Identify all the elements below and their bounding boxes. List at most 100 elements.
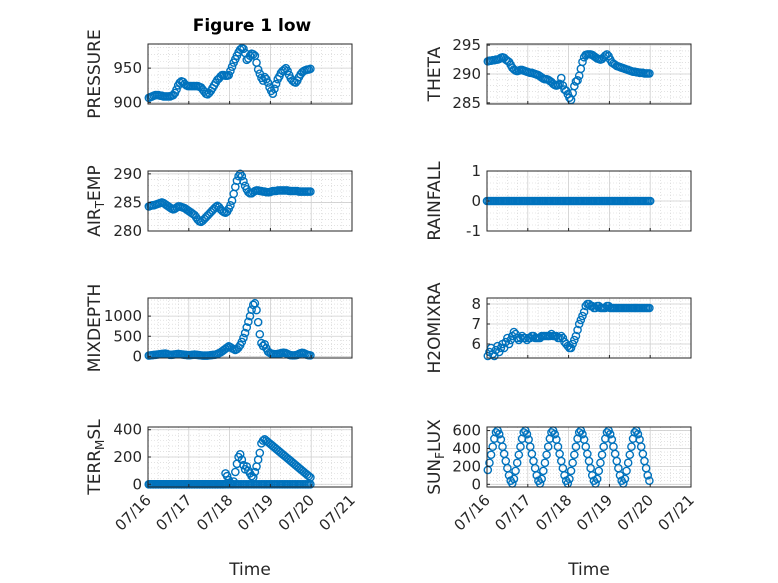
rainfall-ytick-label: 0 xyxy=(471,192,481,210)
terr-msl-overlay-point xyxy=(242,462,252,471)
panel-air-temp: 280 285 290 AIRTEMP xyxy=(85,165,353,240)
h2omixra-data-point xyxy=(504,339,514,349)
terr-msl-xtick-label: 07/16 xyxy=(112,491,155,534)
terr-msl-xlabel: Time xyxy=(228,560,271,580)
terr-msl-ytick-label: 0 xyxy=(132,475,142,493)
terr-msl-overlay-point xyxy=(235,449,245,459)
sun-flux-data-point xyxy=(578,429,587,439)
h2omixra-data-point xyxy=(496,343,506,353)
h2omixra-ytick-label: 6 xyxy=(471,335,481,353)
air-temp-data-point xyxy=(226,200,235,210)
air-temp-data-point xyxy=(211,202,221,212)
sun-flux-data-point xyxy=(540,458,550,468)
theta-data-point xyxy=(645,69,654,78)
terr-msl-overlay-point xyxy=(306,473,315,482)
sun-flux-data-point xyxy=(512,458,522,468)
sun-flux-axes-box xyxy=(486,426,692,488)
air-temp-data-point xyxy=(237,171,247,181)
sun-flux-data-point xyxy=(627,442,636,452)
sun-flux-ytick-label: 200 xyxy=(452,457,481,475)
sun-flux-data-point xyxy=(594,466,604,476)
pressure-data-point xyxy=(253,65,263,74)
sun-flux-data-point xyxy=(571,442,581,452)
sun-flux-data-point xyxy=(542,450,551,460)
h2omixra-ytick-label: 7 xyxy=(471,315,481,333)
air-temp-data-point xyxy=(234,171,243,181)
sun-flux-data-point xyxy=(623,458,633,468)
pressure-data-point xyxy=(239,44,248,54)
sun-flux-data-point xyxy=(599,442,608,452)
mixdepth-data-point xyxy=(244,317,253,327)
rainfall-data-point xyxy=(645,196,655,206)
terr-msl-ytick-label: 400 xyxy=(113,421,142,439)
mixdepth-axes-box xyxy=(147,297,353,359)
h2omixra-data-point xyxy=(645,303,654,313)
sun-flux-xtick-label: 07/18 xyxy=(532,491,575,534)
terr-msl-overlay-point xyxy=(231,467,240,477)
air-temp-data-point xyxy=(235,169,245,179)
pressure-data-point xyxy=(172,85,181,94)
pressure-data-point xyxy=(263,78,273,87)
mixdepth-data-point xyxy=(237,337,247,347)
theta-data-point xyxy=(573,76,582,85)
pressure-data-point xyxy=(271,79,281,89)
sun-flux-ylabel: SUNFLUX xyxy=(425,419,447,495)
sun-flux-data-point xyxy=(592,474,602,484)
h2omixra-data-point xyxy=(570,335,579,345)
panel-h2omixra: 6 7 8 H2OMIXRA xyxy=(425,282,692,374)
h2omixra-data-point xyxy=(571,331,581,341)
sun-flux-xtick-label: 07/16 xyxy=(451,491,494,534)
mixdepth-ytick-label: 500 xyxy=(113,327,142,345)
terr-msl-xtick-label: 07/17 xyxy=(152,491,195,534)
terr-msl-overlay-point xyxy=(248,473,258,482)
pressure-data-point xyxy=(227,62,237,72)
terr-msl-overlay-point xyxy=(255,448,265,458)
air-temp-ytick-label: 290 xyxy=(113,165,142,183)
sun-flux-data-point xyxy=(620,474,630,484)
sun-flux-data-point xyxy=(645,476,654,486)
terr-msl-overlay-point xyxy=(222,471,232,481)
h2omixra-axes-box xyxy=(486,297,692,359)
pressure-axes-box xyxy=(147,43,353,105)
sun-flux-data-point xyxy=(537,474,546,484)
h2omixra-data-point xyxy=(576,315,586,325)
sun-flux-data-point xyxy=(494,429,504,439)
sun-flux-data-point xyxy=(565,474,574,484)
terr-msl-overlay-point xyxy=(237,455,247,465)
sun-flux-data-point xyxy=(522,429,532,439)
terr-msl-overlay-point xyxy=(229,477,238,486)
terr-msl-overlay-point xyxy=(250,467,260,477)
air-temp-axes-box xyxy=(147,170,353,232)
terr-msl-xtick-label: 07/18 xyxy=(193,491,236,534)
sun-flux-data-point xyxy=(596,458,605,468)
air-temp-data-point xyxy=(239,176,248,186)
mixdepth-ylabel: MIXDEPTH xyxy=(85,284,105,373)
sun-flux-ytick-label: 600 xyxy=(452,422,481,440)
pressure-data-point xyxy=(268,89,278,98)
h2omixra-data-point xyxy=(573,325,582,335)
rainfall-ytick-label: -1 xyxy=(466,222,481,240)
terr-msl-xtick-label: 07/20 xyxy=(275,491,318,534)
mixdepth-data-point xyxy=(240,328,250,338)
air-temp-ylabel: AIRTEMP xyxy=(85,165,107,236)
pressure-ylabel: PRESSURE xyxy=(85,29,105,118)
terr-msl-ylabel: TERRMSL xyxy=(85,419,107,496)
h2omixra-data-point xyxy=(574,319,584,329)
theta-ylabel: THETA xyxy=(425,46,445,102)
pressure-ytick-label: 900 xyxy=(113,94,142,112)
terr-msl-xtick-label: 07/19 xyxy=(234,491,277,534)
mixdepth-data-point xyxy=(306,351,315,360)
mixdepth-data-point xyxy=(247,305,256,314)
mixdepth-data-point xyxy=(260,340,269,349)
h2omixra-data-point xyxy=(579,307,589,317)
air-temp-ytick-label: 285 xyxy=(113,193,142,211)
sun-flux-data-point xyxy=(570,450,579,460)
theta-data-point xyxy=(578,57,587,67)
pressure-data-point xyxy=(224,70,234,80)
theta-ytick-label: 295 xyxy=(452,36,481,54)
pressure-ytick-label: 950 xyxy=(113,59,142,77)
theta-ytick-label: 290 xyxy=(452,65,481,83)
panel-theta: 285 290 295 THETA xyxy=(425,36,692,112)
